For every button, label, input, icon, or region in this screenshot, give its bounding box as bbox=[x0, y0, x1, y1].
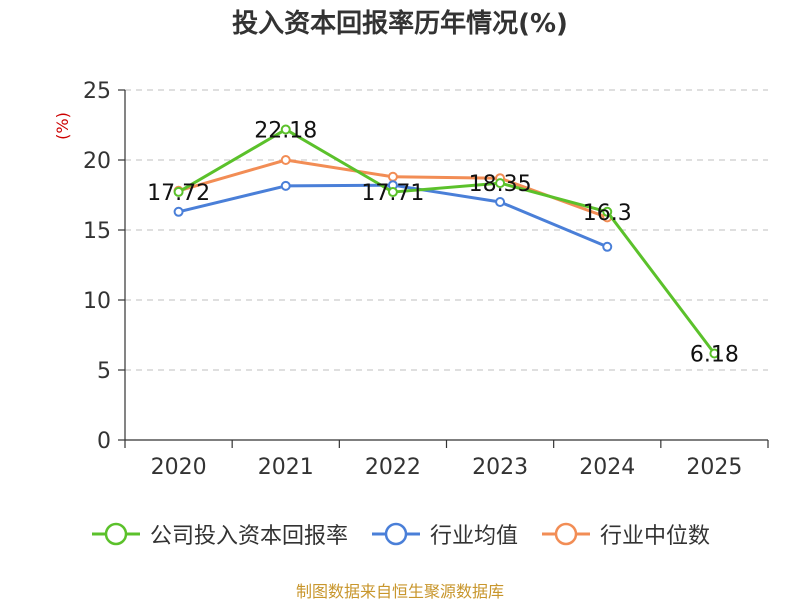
data-point bbox=[173, 186, 184, 197]
y-axis-label: (%) bbox=[53, 112, 72, 140]
legend-swatch bbox=[91, 522, 140, 546]
y-tick-label: 15 bbox=[83, 219, 111, 244]
legend-item[interactable]: 行业中位数 bbox=[540, 518, 710, 550]
data-point bbox=[495, 197, 506, 207]
legend-item[interactable]: 公司投入资本回报率 bbox=[90, 518, 348, 550]
legend-swatch-marker bbox=[554, 522, 578, 546]
data-point bbox=[602, 206, 613, 217]
legend-swatch-marker bbox=[104, 522, 128, 546]
data-point bbox=[495, 178, 506, 189]
x-tick-label: 2024 bbox=[579, 455, 635, 480]
series-line bbox=[177, 127, 716, 355]
x-tick-label: 2023 bbox=[472, 455, 528, 480]
source-note: 制图数据来自恒生聚源数据库 bbox=[295, 582, 504, 601]
x-tick-label: 2020 bbox=[151, 455, 207, 480]
data-point bbox=[280, 124, 291, 135]
y-tick-label: 10 bbox=[83, 289, 111, 314]
data-point bbox=[387, 187, 398, 198]
x-tick-label: 2025 bbox=[686, 455, 742, 480]
data-label: 16.3 bbox=[583, 201, 632, 226]
legend-swatch bbox=[542, 522, 590, 546]
y-tick-label: 0 bbox=[97, 429, 111, 454]
data-label: 22.18 bbox=[254, 118, 317, 143]
data-point bbox=[602, 241, 613, 252]
legend-label: 公司投入资本回报率 bbox=[149, 524, 348, 549]
x-tick-label: 2021 bbox=[258, 455, 314, 480]
x-tick-label: 2022 bbox=[365, 455, 421, 480]
data-label: 6.18 bbox=[690, 342, 739, 367]
data-point bbox=[280, 180, 291, 191]
y-tick-label: 20 bbox=[83, 149, 111, 174]
y-tick-label: 25 bbox=[83, 79, 111, 104]
data-point bbox=[709, 348, 720, 359]
data-point bbox=[173, 206, 184, 217]
legend-label: 行业中位数 bbox=[600, 524, 711, 549]
data-point bbox=[280, 155, 291, 165]
y-tick-label: 5 bbox=[97, 359, 111, 384]
legend-label: 行业均值 bbox=[429, 524, 518, 549]
data-label: 18.35 bbox=[469, 172, 532, 197]
legend-item[interactable]: 行业均值 bbox=[370, 518, 518, 550]
legend-swatch-marker bbox=[384, 522, 408, 546]
legend: 公司投入资本回报率 行业均值 行业中位数 bbox=[0, 518, 800, 550]
data-point bbox=[387, 171, 398, 182]
data-label: 17.72 bbox=[147, 181, 210, 206]
chart-title: 投入资本回报率历年情况(%) bbox=[232, 9, 568, 39]
legend-swatch bbox=[371, 522, 420, 546]
data-label: 17.71 bbox=[361, 181, 424, 206]
